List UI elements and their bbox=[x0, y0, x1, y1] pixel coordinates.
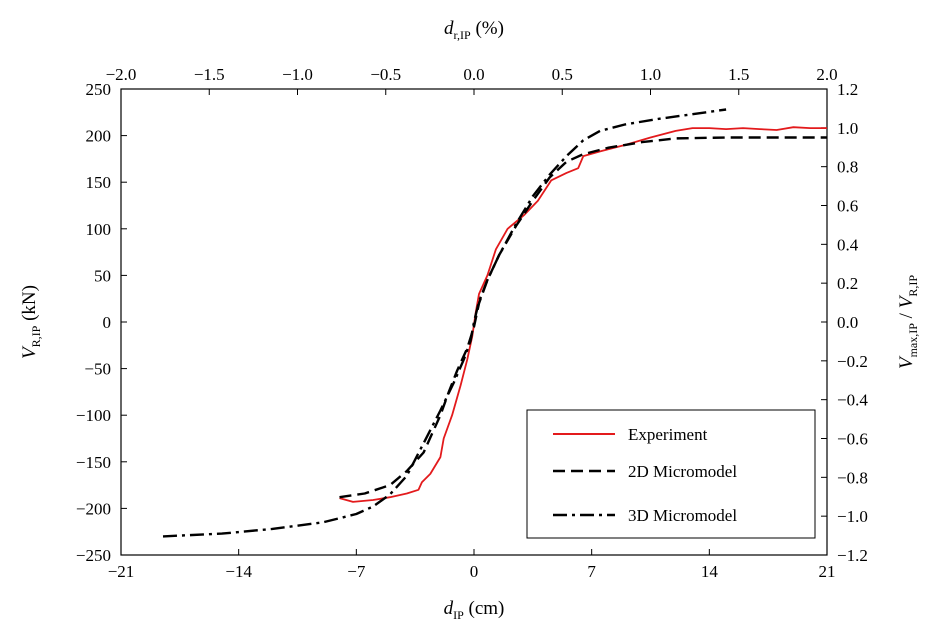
right-tick-label: −1.2 bbox=[837, 546, 868, 565]
left-tick-label: 100 bbox=[86, 220, 112, 239]
bottom-tick-label: −7 bbox=[347, 562, 366, 581]
bottom-axis-title: dIP (cm) bbox=[444, 598, 505, 622]
right-tick-label: −0.6 bbox=[837, 430, 868, 449]
top-tick-label: −2.0 bbox=[106, 65, 137, 84]
top-axis-title: dr,IP (%) bbox=[444, 18, 504, 42]
left-tick-label: −50 bbox=[84, 360, 111, 379]
top-tick-label: −0.5 bbox=[370, 65, 401, 84]
bottom-tick-label: −21 bbox=[108, 562, 135, 581]
right-tick-label: 0.6 bbox=[837, 197, 858, 216]
right-axis-title: Vmax,IP / VR,IP bbox=[896, 275, 920, 369]
top-tick-label: 2.0 bbox=[816, 65, 837, 84]
legend-box bbox=[526, 409, 816, 539]
left-tick-label: −200 bbox=[76, 499, 111, 518]
right-tick-label: −0.8 bbox=[837, 468, 868, 487]
left-tick-label: 250 bbox=[86, 80, 112, 99]
right-tick-label: 0.4 bbox=[837, 235, 859, 254]
legend-label-2d: 2D Micromodel bbox=[628, 462, 737, 481]
top-tick-label: 1.0 bbox=[640, 65, 661, 84]
left-tick-label: 0 bbox=[103, 313, 112, 332]
ticks-layer: −21 −14 −7 0 7 14 21 −2.0 −1.5 −1.0 −0.5 0.0 0.5 1.0 1… bbox=[76, 65, 868, 581]
top-tick-label: 0.5 bbox=[552, 65, 573, 84]
series-layer bbox=[162, 108, 827, 538]
right-tick-label: 0.8 bbox=[837, 158, 858, 177]
left-axis-title: VR,IP (kN) bbox=[19, 285, 43, 359]
right-tick-label: −0.4 bbox=[837, 391, 868, 410]
bottom-tick-label: 7 bbox=[587, 562, 596, 581]
left-tick-label: 50 bbox=[94, 266, 111, 285]
series-line-2d-micromodel bbox=[339, 136, 827, 499]
top-tick-label: 1.5 bbox=[728, 65, 749, 84]
left-tick-label: −100 bbox=[76, 406, 111, 425]
top-tick-label: 0.0 bbox=[463, 65, 484, 84]
right-tick-label: 0.0 bbox=[837, 313, 858, 332]
legend: Experiment 2D Micromodel 3D Micromodel bbox=[526, 409, 816, 539]
series-line-3d-micromodel bbox=[162, 108, 727, 538]
left-tick-label: 200 bbox=[86, 127, 112, 146]
right-tick-label: −1.0 bbox=[837, 507, 868, 526]
right-tick-label: 1.0 bbox=[837, 119, 858, 138]
bottom-tick-label: 0 bbox=[470, 562, 479, 581]
top-tick-label: −1.0 bbox=[282, 65, 313, 84]
left-tick-label: −150 bbox=[76, 453, 111, 472]
bottom-tick-label: 14 bbox=[701, 562, 719, 581]
bottom-tick-label: 21 bbox=[819, 562, 836, 581]
right-tick-label: 0.2 bbox=[837, 274, 858, 293]
series-line-experiment bbox=[339, 126, 827, 503]
bottom-tick-label: −14 bbox=[225, 562, 252, 581]
legend-label-experiment: Experiment bbox=[628, 425, 708, 444]
right-tick-label: −0.2 bbox=[837, 352, 868, 371]
left-tick-label: 150 bbox=[86, 173, 112, 192]
legend-label-3d: 3D Micromodel bbox=[628, 506, 737, 525]
left-tick-label: −250 bbox=[76, 546, 111, 565]
right-tick-label: 1.2 bbox=[837, 80, 858, 99]
top-tick-label: −1.5 bbox=[194, 65, 225, 84]
